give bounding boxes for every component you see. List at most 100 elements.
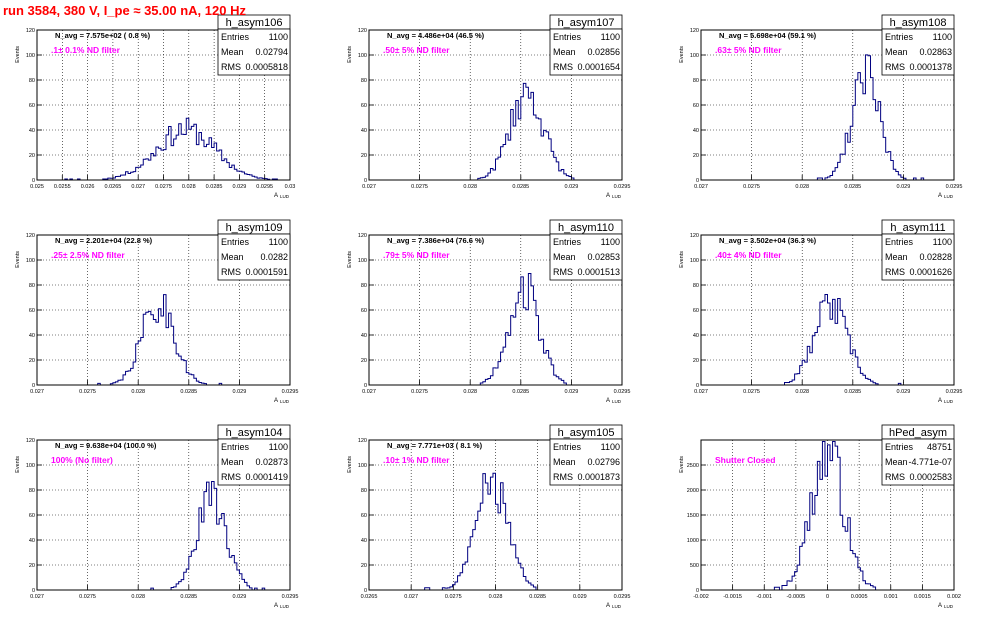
- stats-rms-value: 0.0001654: [577, 62, 620, 72]
- histogram-title: h_asym106: [226, 17, 283, 29]
- histogram-panel-h_asym110: 0.027 0.0275 0.028 0.0285 0.029 0.0295 0 20 40 60…: [347, 219, 630, 404]
- filter-label: .25± 2.5% ND filter: [51, 250, 125, 260]
- y-tick-label: 20: [693, 358, 699, 364]
- y-tick-label: 0: [32, 178, 35, 184]
- x-tick-label: 0.027: [30, 594, 44, 600]
- stats-box: [217, 28, 291, 76]
- histogram-title: h_asym110: [558, 222, 614, 234]
- x-axis-label: A: [938, 603, 942, 609]
- x-tick-label: 0.0275: [155, 184, 172, 190]
- x-tick-label: 0.0285: [180, 594, 197, 600]
- stats-entries-value: 1100: [933, 237, 952, 247]
- x-tick-label: 0.0285: [180, 389, 197, 395]
- navg-label: N_avg = 7.386e+04 (76.6 %): [387, 236, 485, 245]
- y-tick-label: 0: [364, 588, 367, 594]
- histogram-title: h_asym108: [890, 17, 947, 29]
- x-tick-label: 0.03: [285, 184, 296, 190]
- histogram-panel-hPed_asym: -0.002 -0.0015 -0.001 -0.0005 0 0.0005 0.001 0.…: [679, 424, 961, 609]
- filter-label: .50± 5% ND filter: [383, 45, 450, 55]
- y-tick-label: 0: [696, 383, 699, 389]
- stats-rms-label: RMS: [221, 62, 241, 72]
- x-tick-label: 0.0265: [104, 184, 121, 190]
- y-tick-label: 120: [26, 233, 35, 239]
- x-tick-label: 0.028: [489, 594, 503, 600]
- histogram-line: [701, 293, 954, 386]
- histogram-panel-h_asym109: 0.027 0.0275 0.028 0.0285 0.029 0.0295 0 20 40 60…: [15, 219, 298, 404]
- stats-rms-label: RMS: [885, 472, 905, 482]
- x-tick-label: 0.0285: [844, 184, 861, 190]
- stats-mean-value: 0.0282: [260, 252, 288, 262]
- y-tick-label: 80: [361, 488, 367, 494]
- stats-box: [217, 438, 291, 486]
- stats-rms-label: RMS: [553, 472, 573, 482]
- stats-rms-value: 0.0001626: [909, 267, 952, 277]
- x-axis-label-sub: LUD: [280, 399, 290, 404]
- x-tick-label: 0.027: [362, 389, 376, 395]
- x-tick-label: 0.0295: [946, 184, 963, 190]
- x-tick-label: 0.0275: [743, 184, 760, 190]
- x-axis-label-sub: LUD: [612, 604, 622, 609]
- x-tick-label: 0.0015: [914, 594, 931, 600]
- y-tick-label: 0: [364, 178, 367, 184]
- y-tick-label: 20: [361, 358, 367, 364]
- y-tick-label: 20: [29, 563, 35, 569]
- y-tick-label: 40: [361, 538, 367, 544]
- x-tick-label: 0.0295: [946, 389, 963, 395]
- histogram-title: h_asym111: [890, 222, 945, 234]
- x-axis-label-sub: LUD: [280, 194, 290, 199]
- y-tick-label: 60: [29, 308, 35, 314]
- x-tick-label: 0.027: [694, 184, 708, 190]
- y-axis-label: Events: [679, 46, 685, 63]
- y-axis-label: Events: [347, 456, 353, 473]
- x-axis-label: A: [606, 603, 610, 609]
- x-tick-label: 0.029: [233, 184, 247, 190]
- y-tick-label: 100: [358, 258, 367, 264]
- stats-mean-label: Mean: [221, 457, 244, 467]
- y-tick-label: 80: [29, 78, 35, 84]
- y-tick-label: 0: [32, 588, 35, 594]
- y-tick-label: 120: [26, 438, 35, 444]
- stats-mean-value: 0.02853: [587, 252, 620, 262]
- y-tick-label: 80: [361, 78, 367, 84]
- stats-rms-label: RMS: [221, 472, 241, 482]
- filter-label: .1± 0.1% ND filter: [51, 45, 121, 55]
- x-tick-label: 0: [826, 594, 829, 600]
- stats-entries-value: 1100: [933, 32, 952, 42]
- x-axis-label: A: [606, 398, 610, 404]
- stats-mean-value: 0.02856: [587, 47, 620, 57]
- stats-box: [881, 438, 955, 486]
- stats-entries-label: Entries: [885, 237, 914, 247]
- y-tick-label: 1500: [687, 513, 699, 519]
- y-axis-label: Events: [679, 251, 685, 268]
- stats-mean-label: Mean: [885, 457, 908, 467]
- y-tick-label: 60: [361, 308, 367, 314]
- y-tick-label: 40: [29, 128, 35, 134]
- stats-rms-value: 0.0005818: [245, 62, 288, 72]
- x-tick-label: 0.029: [897, 184, 911, 190]
- filter-label: .63± 5% ND filter: [715, 45, 782, 55]
- y-tick-label: 100: [358, 463, 367, 469]
- x-axis-label-sub: LUD: [280, 604, 290, 609]
- histogram-panel-h_asym111: 0.027 0.0275 0.028 0.0285 0.029 0.0295 0 20 40 60…: [679, 219, 963, 404]
- y-tick-label: 2000: [687, 488, 699, 494]
- y-tick-label: 1000: [687, 538, 699, 544]
- filter-label: .10± 1% ND filter: [383, 455, 450, 465]
- x-tick-label: -0.0005: [787, 594, 806, 600]
- y-tick-label: 100: [358, 53, 367, 59]
- y-tick-label: 60: [693, 103, 699, 109]
- stats-mean-label: Mean: [221, 252, 244, 262]
- x-axis-label: A: [606, 193, 610, 199]
- stats-box: [549, 438, 623, 486]
- stats-entries-value: 1100: [601, 442, 620, 452]
- y-tick-label: 2500: [687, 463, 699, 469]
- stats-entries-label: Entries: [221, 32, 250, 42]
- y-tick-label: 20: [693, 153, 699, 159]
- navg-label: N_avg = 9.638e+04 (100.0 %): [55, 441, 157, 450]
- x-tick-label: 0.0285: [529, 594, 546, 600]
- y-tick-label: 60: [361, 513, 367, 519]
- x-tick-label: 0.0295: [614, 184, 631, 190]
- x-tick-label: 0.0275: [411, 184, 428, 190]
- x-tick-label: 0.028: [182, 184, 196, 190]
- x-tick-label: 0.0285: [844, 389, 861, 395]
- stats-entries-label: Entries: [885, 442, 914, 452]
